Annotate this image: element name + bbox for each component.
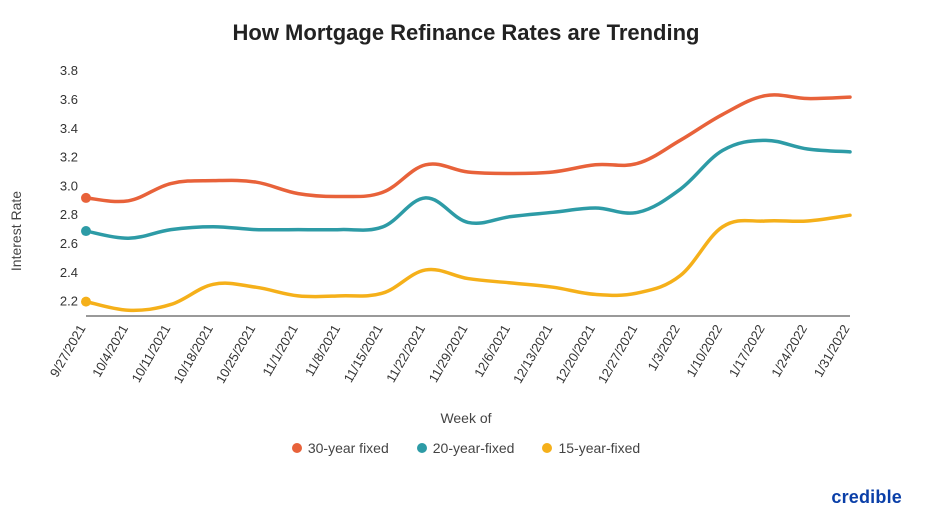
brand-logo: credible: [831, 487, 902, 508]
chart-container: How Mortgage Refinance Rates are Trendin…: [0, 0, 932, 524]
svg-text:11/15/2021: 11/15/2021: [341, 322, 386, 385]
svg-text:12/20/2021: 12/20/2021: [552, 322, 598, 386]
series-start-marker: [81, 193, 91, 203]
legend-item: 15-year-fixed: [542, 440, 640, 456]
series-line: [86, 95, 850, 202]
svg-text:3.2: 3.2: [60, 150, 78, 165]
svg-text:2.2: 2.2: [60, 294, 78, 309]
legend-swatch: [292, 443, 302, 453]
svg-text:10/4/2021: 10/4/2021: [89, 322, 131, 380]
svg-text:9/27/2021: 9/27/2021: [47, 322, 89, 380]
svg-text:2.8: 2.8: [60, 207, 78, 222]
svg-text:1/24/2022: 1/24/2022: [768, 322, 810, 380]
legend: 30-year fixed 20-year-fixed 15-year-fixed: [30, 440, 902, 456]
line-chart-svg: 2.2 2.4 2.6 2.8 3.0 3.2 3.4 3.6 3.8 9/27/202110/4…: [30, 56, 860, 406]
legend-swatch: [417, 443, 427, 453]
svg-text:12/27/2021: 12/27/2021: [595, 322, 641, 386]
x-axis-label: Week of: [30, 410, 902, 426]
series-line: [86, 140, 850, 238]
legend-item: 20-year-fixed: [417, 440, 515, 456]
svg-text:1/3/2022: 1/3/2022: [645, 322, 683, 373]
plot-area: Interest Rate 2.22.42.62.83.03.23.43.63.…: [30, 56, 902, 406]
svg-text:1/10/2022: 1/10/2022: [683, 322, 725, 380]
svg-text:11/29/2021: 11/29/2021: [426, 322, 471, 385]
svg-text:11/8/2021: 11/8/2021: [302, 322, 343, 379]
svg-text:3.8: 3.8: [60, 63, 78, 78]
svg-text:11/1/2021: 11/1/2021: [259, 322, 300, 379]
legend-label: 30-year fixed: [308, 440, 389, 456]
legend-label: 15-year-fixed: [558, 440, 640, 456]
svg-text:1/17/2022: 1/17/2022: [726, 322, 768, 380]
legend-swatch: [542, 443, 552, 453]
legend-label: 20-year-fixed: [433, 440, 515, 456]
svg-text:10/18/2021: 10/18/2021: [170, 322, 216, 386]
svg-text:3.6: 3.6: [60, 92, 78, 107]
series-line: [86, 215, 850, 310]
svg-text:12/6/2021: 12/6/2021: [471, 322, 513, 380]
svg-text:12/13/2021: 12/13/2021: [510, 322, 556, 386]
chart-title: How Mortgage Refinance Rates are Trendin…: [30, 20, 902, 46]
svg-text:2.6: 2.6: [60, 236, 78, 251]
svg-text:2.4: 2.4: [60, 265, 78, 280]
svg-text:10/25/2021: 10/25/2021: [213, 322, 259, 386]
svg-text:3.0: 3.0: [60, 178, 78, 193]
svg-text:3.4: 3.4: [60, 121, 78, 136]
svg-text:10/11/2021: 10/11/2021: [128, 322, 173, 385]
legend-item: 30-year fixed: [292, 440, 389, 456]
series-start-marker: [81, 226, 91, 236]
y-axis-label: Interest Rate: [8, 191, 24, 271]
svg-text:1/31/2022: 1/31/2022: [811, 322, 853, 380]
svg-text:11/22/2021: 11/22/2021: [383, 322, 428, 385]
series-start-marker: [81, 297, 91, 307]
